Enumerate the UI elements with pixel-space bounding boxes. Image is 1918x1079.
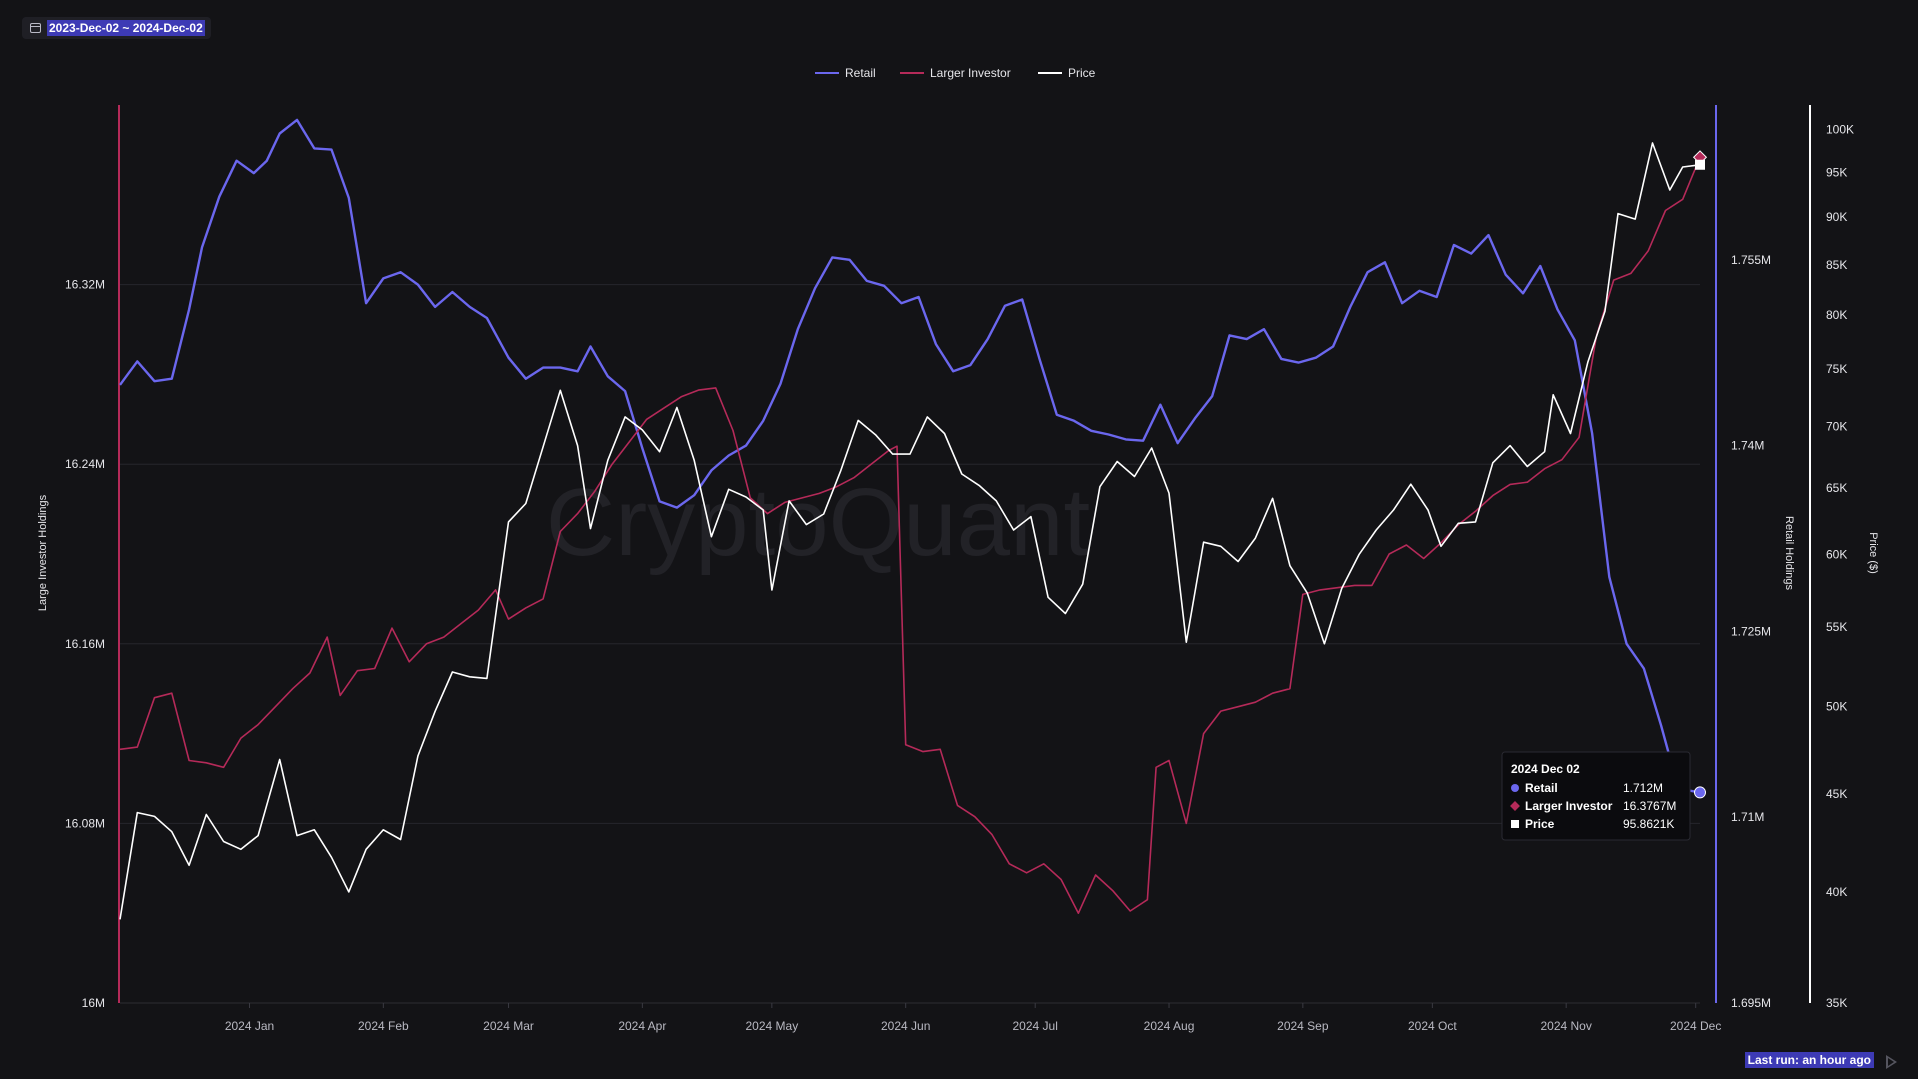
retail-axis-tick: 1.71M bbox=[1731, 810, 1764, 824]
date-range-picker[interactable]: 2023-Dec-02 ~ 2024-Dec-02 bbox=[22, 17, 211, 39]
price-axis-tick: 55K bbox=[1826, 620, 1847, 634]
series-line-retail bbox=[119, 118, 1701, 794]
price-axis-tick: 65K bbox=[1826, 481, 1847, 495]
series-line-price bbox=[119, 142, 1701, 920]
legend-item-price[interactable]: Price bbox=[1038, 66, 1096, 80]
tooltip-row-label: Larger Investor bbox=[1525, 799, 1613, 813]
legend-item-retail[interactable]: Retail bbox=[815, 66, 876, 80]
x-axis-tick: 2024 Jan bbox=[225, 1019, 274, 1033]
left-axis-title: Large Investor Holdings bbox=[37, 494, 49, 611]
x-axis-tick: 2024 Jun bbox=[881, 1019, 930, 1033]
price-axis-tick: 90K bbox=[1826, 210, 1847, 224]
tooltip-marker-circle bbox=[1511, 784, 1519, 792]
legend[interactable]: Retail Larger Investor Price bbox=[815, 66, 1096, 80]
tooltip-row-label: Retail bbox=[1525, 781, 1558, 795]
x-axis-tick: 2024 Aug bbox=[1144, 1019, 1195, 1033]
retail-axis-title: Retail Holdings bbox=[1783, 516, 1795, 590]
x-axis-tick: 2024 Nov bbox=[1540, 1019, 1591, 1033]
retail-end-marker bbox=[1694, 786, 1706, 799]
series-line-larger-investor bbox=[119, 156, 1701, 915]
left-axis-tick: 16.32M bbox=[65, 278, 105, 292]
left-axis-tick: 16M bbox=[82, 996, 105, 1010]
price-axis-tick: 100K bbox=[1826, 123, 1854, 137]
play-icon[interactable] bbox=[1886, 1055, 1898, 1069]
price-axis-tick: 85K bbox=[1826, 258, 1847, 272]
axes: 16M 16.08M 16.16M 16.24M 16.32M Large Investo… bbox=[37, 105, 1879, 1033]
price-axis-tick: 45K bbox=[1826, 787, 1847, 801]
legend-item-larger-investor[interactable]: Larger Investor bbox=[900, 66, 1011, 80]
left-axis-tick: 16.08M bbox=[65, 816, 105, 830]
tooltip: 2024 Dec 02 Retail 1.712M Larger Investor 16… bbox=[1501, 751, 1691, 841]
legend-label: Price bbox=[1068, 66, 1096, 80]
retail-axis-tick: 1.74M bbox=[1731, 439, 1764, 453]
price-axis-tick: 70K bbox=[1826, 419, 1847, 433]
price-axis-tick: 80K bbox=[1826, 308, 1847, 322]
price-axis-tick: 40K bbox=[1826, 885, 1847, 899]
tooltip-row-value: 1.712M bbox=[1623, 781, 1663, 795]
x-axis-tick: 2024 May bbox=[746, 1019, 799, 1033]
last-run-label: Last run: an hour ago bbox=[1744, 1052, 1874, 1068]
left-axis-tick: 16.16M bbox=[65, 637, 105, 651]
x-axis-tick: 2024 Jul bbox=[1013, 1019, 1058, 1033]
x-axis-tick: 2024 Feb bbox=[358, 1019, 409, 1033]
price-axis-tick: 95K bbox=[1826, 165, 1847, 179]
date-range-label: 2023-Dec-02 ~ 2024-Dec-02 bbox=[47, 20, 205, 36]
x-axis-tick: 2024 Apr bbox=[618, 1019, 666, 1033]
tooltip-row-label: Price bbox=[1525, 817, 1555, 831]
retail-axis-tick: 1.695M bbox=[1731, 996, 1771, 1010]
series-lines bbox=[119, 118, 1708, 920]
retail-axis-tick: 1.725M bbox=[1731, 624, 1771, 638]
calendar-icon bbox=[30, 23, 41, 33]
tooltip-box bbox=[1501, 751, 1691, 841]
tooltip-marker-square bbox=[1511, 820, 1519, 828]
watermark-text: CryptoQuant bbox=[546, 469, 1090, 576]
x-axis-tick: 2024 Mar bbox=[483, 1019, 534, 1033]
tooltip-row-value: 16.3767M bbox=[1623, 799, 1676, 813]
x-axis-tick: 2024 Dec bbox=[1670, 1019, 1721, 1033]
legend-label: Larger Investor bbox=[930, 66, 1011, 80]
price-axis-title: Price ($) bbox=[1867, 532, 1879, 574]
price-axis-tick: 35K bbox=[1826, 996, 1847, 1010]
left-axis-tick: 16.24M bbox=[65, 457, 105, 471]
price-axis-tick: 50K bbox=[1826, 699, 1847, 713]
tooltip-marker-diamond bbox=[1510, 801, 1520, 811]
x-axis-tick: 2024 Oct bbox=[1408, 1019, 1457, 1033]
price-end-marker bbox=[1695, 159, 1705, 170]
price-axis-tick: 60K bbox=[1826, 548, 1847, 562]
legend-label: Retail bbox=[845, 66, 876, 80]
grid-lines bbox=[120, 284, 1700, 1004]
tooltip-date: 2024 Dec 02 bbox=[1511, 762, 1580, 776]
tooltip-row-value: 95.8621K bbox=[1623, 817, 1674, 831]
price-axis-tick: 75K bbox=[1826, 362, 1847, 376]
retail-axis-tick: 1.755M bbox=[1731, 253, 1771, 267]
x-axis-tick: 2024 Sep bbox=[1277, 1019, 1329, 1033]
